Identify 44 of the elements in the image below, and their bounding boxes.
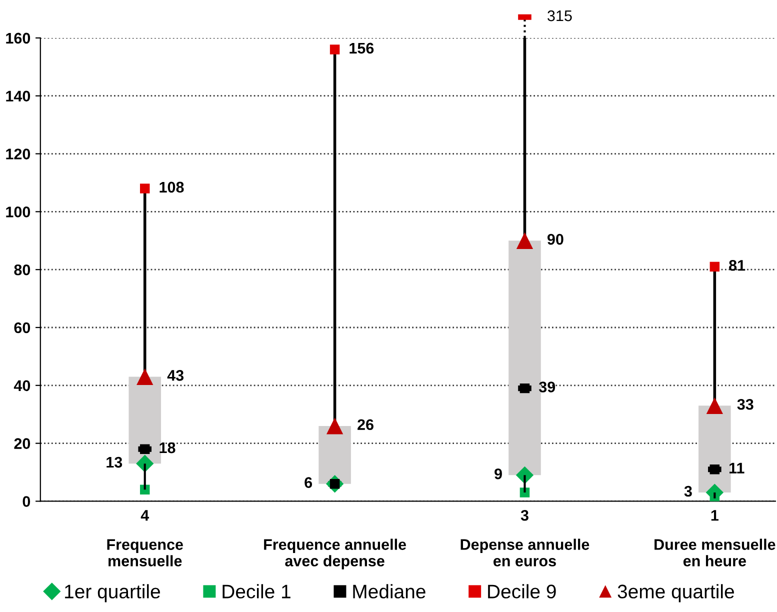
data-label: 9: [494, 468, 502, 480]
data-label: 6: [304, 477, 312, 488]
data-label: 18: [160, 442, 176, 454]
data-label: 90: [547, 234, 564, 245]
legend-label: 3eme quartile: [618, 584, 734, 602]
data-label: 4: [140, 510, 150, 521]
point: [520, 383, 530, 394]
data-label: 33: [737, 398, 754, 410]
data-label: 11: [730, 462, 744, 474]
x-tick-label: Frequence annuelle avec depense: [264, 538, 406, 570]
point: [330, 44, 340, 54]
data-label: 13: [106, 456, 122, 468]
data-label: 43: [167, 370, 184, 381]
y-tick-label: 160: [6, 32, 30, 44]
point: [706, 397, 723, 414]
data-label: 81: [729, 260, 746, 271]
point: [326, 418, 344, 434]
y-tick-label: 40: [14, 380, 30, 392]
data-label: 1: [711, 510, 718, 521]
legend-label: Decile 1: [222, 584, 290, 598]
data-label: 156: [350, 42, 374, 54]
x-tick-label: Depense annuelle en euros: [460, 538, 590, 566]
data-label: 108: [160, 182, 184, 193]
legend-label: Mediane: [353, 584, 426, 598]
data-label: 26: [358, 419, 374, 430]
data-label: 3: [520, 510, 528, 521]
y-tick-label: 140: [6, 90, 30, 102]
point: [516, 232, 534, 249]
text: 315: [548, 10, 572, 22]
y-tick-label: 80: [14, 264, 30, 276]
y-tick-label: 100: [6, 206, 30, 218]
x-tick-label: Duree mensuelle en heure: [654, 538, 776, 566]
point: [710, 262, 720, 272]
y-tick-label: 0: [22, 496, 30, 507]
x-tick-label: Frequence mensuelle: [107, 539, 183, 566]
y-tick-label: 120: [6, 148, 30, 160]
y-tick-label: 20: [14, 438, 30, 450]
data-label: 39: [538, 382, 556, 392]
legend-label: Decile 9: [488, 584, 556, 598]
y-tick-label: 60: [14, 322, 30, 334]
data-label: 3: [684, 486, 692, 497]
legend-label: 1er quartile: [65, 584, 160, 602]
point: [140, 184, 150, 194]
point: [136, 368, 154, 386]
